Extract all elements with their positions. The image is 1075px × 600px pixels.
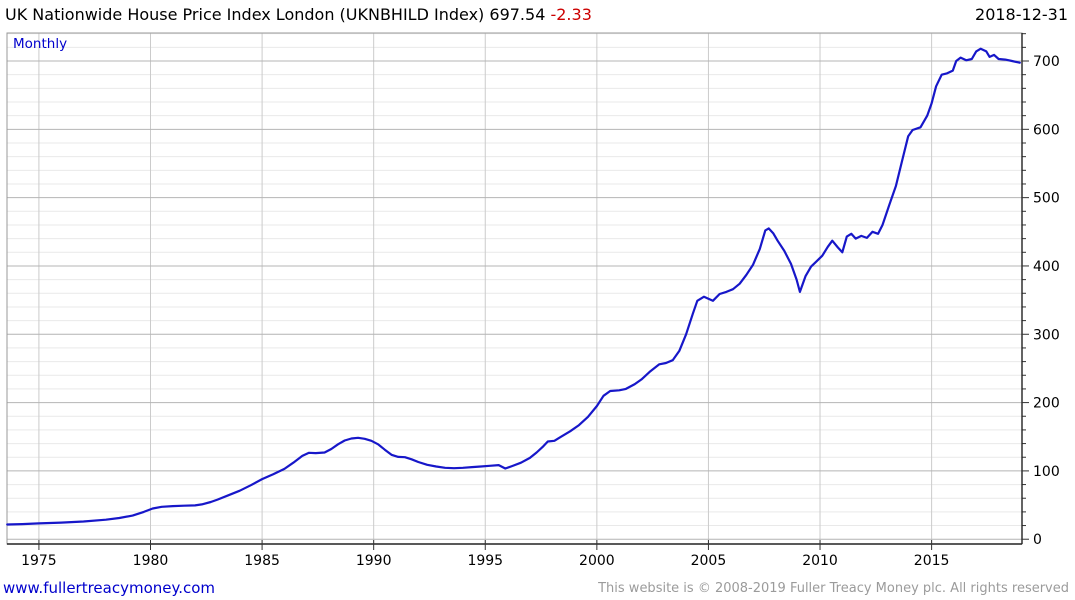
- x-axis-label: 1985: [244, 553, 280, 569]
- plot-border: [6, 32, 1023, 545]
- y-axis-label: 0: [1033, 532, 1042, 548]
- y-axis-label: 500: [1033, 191, 1060, 207]
- x-axis-label: 1975: [21, 553, 57, 569]
- instrument-title: UK Nationwide House Price Index London (…: [5, 5, 485, 24]
- y-axis-label: 200: [1033, 396, 1060, 412]
- x-axis-label: 1995: [467, 553, 503, 569]
- x-axis-label: 2000: [579, 553, 615, 569]
- y-axis-label: 300: [1033, 327, 1060, 343]
- price-line: [6, 47, 1021, 526]
- copyright-text: This website is © 2008-2019 Fuller Treac…: [598, 581, 1069, 596]
- x-axis-label: 2015: [914, 553, 950, 569]
- frequency-label: Monthly: [13, 36, 68, 52]
- x-axis-label: 1980: [133, 553, 169, 569]
- y-axis-label: 400: [1033, 259, 1060, 275]
- website-link[interactable]: www.fullertreacymoney.com: [3, 579, 216, 597]
- last-date: 2018-12-31: [975, 5, 1068, 24]
- y-axis-label: 600: [1033, 122, 1060, 138]
- chart-title: UK Nationwide House Price Index London (…: [5, 5, 592, 24]
- x-axis-label: 1990: [356, 553, 392, 569]
- y-axis-label: 100: [1033, 464, 1060, 480]
- x-axis-label: 2005: [691, 553, 727, 569]
- x-axis-label: 2010: [802, 553, 838, 569]
- price-change: -2.33: [550, 5, 592, 24]
- y-axis-label: 700: [1033, 54, 1060, 70]
- last-price: 697.54: [489, 5, 546, 24]
